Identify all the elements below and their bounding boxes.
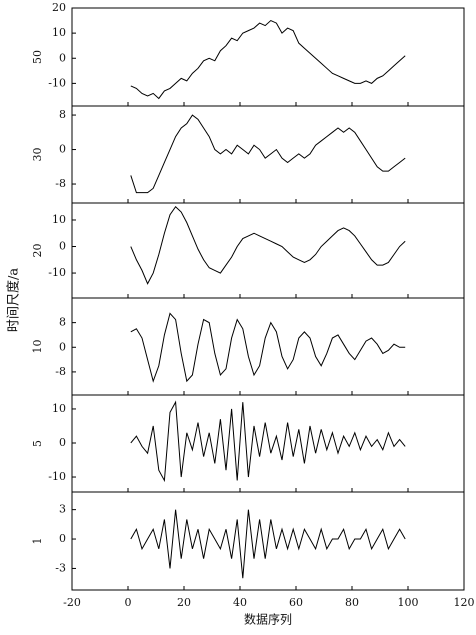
y-tick-label: 10 — [52, 26, 66, 39]
data-line — [130, 509, 406, 579]
y-axis-title: 时间尺度/a — [6, 268, 22, 332]
panel-label: 10 — [31, 340, 44, 354]
y-tick-label: -3 — [55, 561, 66, 574]
panel-label: 20 — [31, 244, 44, 258]
y-tick-label: 8 — [59, 108, 66, 121]
x-axis-title: 数据序列 — [244, 612, 292, 627]
y-tick-label: 0 — [59, 240, 66, 253]
data-line — [130, 205, 406, 285]
y-tick-label: 0 — [59, 143, 66, 156]
y-tick-label: 10 — [52, 402, 66, 415]
panel-frame — [71, 491, 465, 591]
data-line — [130, 19, 406, 100]
y-tick-label: 20 — [52, 1, 66, 14]
panel-label: 30 — [31, 148, 44, 162]
y-tick-label: 8 — [59, 316, 66, 329]
panel-frame — [71, 394, 465, 493]
data-line — [130, 114, 406, 194]
x-tick-label: 120 — [454, 596, 475, 609]
y-tick-label: 0 — [59, 532, 66, 545]
panel-label: 50 — [31, 50, 44, 64]
panel-frame — [71, 105, 465, 204]
x-tick-label: 60 — [289, 596, 303, 609]
panel-label: 1 — [31, 538, 44, 545]
data-line — [130, 312, 406, 383]
y-tick-label: 0 — [59, 51, 66, 64]
y-tick-label: 10 — [52, 213, 66, 226]
y-tick-label: 3 — [59, 503, 66, 516]
y-tick-label: -10 — [48, 76, 66, 89]
y-tick-label: -10 — [48, 266, 66, 279]
y-tick-label: -10 — [48, 470, 66, 483]
data-line — [130, 400, 406, 483]
panel-frame — [71, 297, 465, 396]
x-tick-label: 100 — [398, 596, 419, 609]
panel-frame — [71, 202, 465, 299]
x-tick-label: 20 — [177, 596, 191, 609]
y-tick-label: -8 — [55, 365, 66, 378]
x-tick-label: 0 — [125, 596, 132, 609]
x-tick-label: -20 — [63, 596, 81, 609]
y-tick-label: -8 — [55, 177, 66, 190]
panel-label: 5 — [31, 440, 44, 447]
x-tick-label: 80 — [345, 596, 359, 609]
y-tick-label: 0 — [59, 340, 66, 353]
y-tick-label: 0 — [59, 436, 66, 449]
x-tick-label: 40 — [233, 596, 247, 609]
